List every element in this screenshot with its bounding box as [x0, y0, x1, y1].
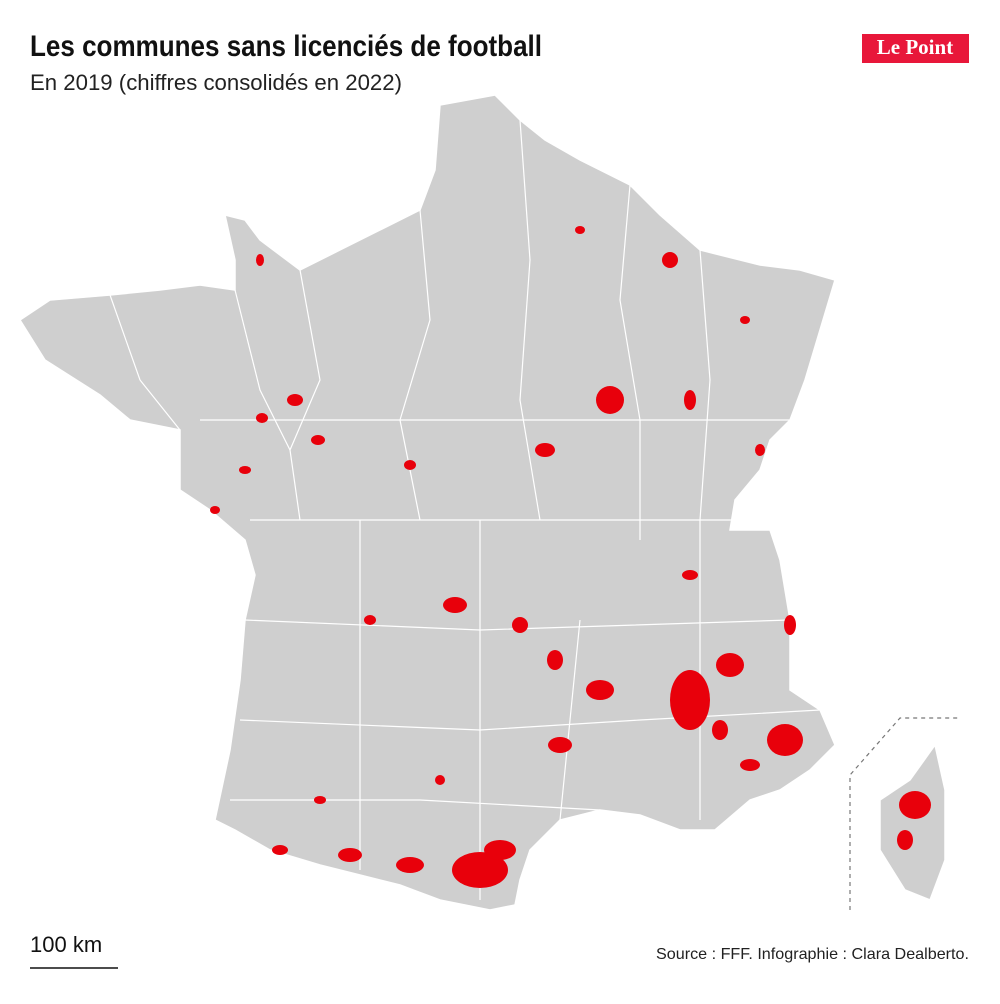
commune-cluster: [452, 852, 508, 888]
corsica: [879, 743, 946, 901]
commune-cluster: [682, 570, 698, 580]
commune-cluster: [256, 413, 268, 423]
commune-cluster: [670, 670, 710, 730]
title: Les communes sans licenciés de football: [30, 30, 542, 63]
commune-cluster: [443, 597, 467, 613]
commune-cluster: [547, 650, 563, 670]
commune-cluster: [784, 615, 796, 635]
commune-cluster: [548, 737, 572, 753]
commune-cluster: [712, 720, 728, 740]
commune-cluster: [210, 506, 220, 514]
commune-cluster: [899, 791, 931, 819]
commune-cluster: [596, 386, 624, 414]
commune-cluster: [239, 466, 251, 474]
commune-cluster: [740, 316, 750, 324]
logo: Le Point: [862, 34, 969, 63]
commune-cluster: [272, 845, 288, 855]
commune-cluster: [311, 435, 325, 445]
commune-cluster: [404, 460, 416, 470]
commune-cluster: [435, 775, 445, 785]
commune-cluster: [314, 796, 326, 804]
commune-cluster: [755, 444, 765, 456]
source: Source : FFF. Infographie : Clara Dealbe…: [656, 946, 969, 963]
commune-cluster: [662, 252, 678, 268]
commune-cluster: [396, 857, 424, 873]
commune-cluster: [287, 394, 303, 406]
commune-cluster: [364, 615, 376, 625]
logo-text: Le Point: [877, 35, 953, 59]
department-borders: [109, 119, 821, 900]
commune-cluster: [684, 390, 696, 410]
subtitle: En 2019 (chiffres consolidés en 2022): [30, 70, 402, 95]
commune-cluster: [535, 443, 555, 457]
scale-label: 100 km: [30, 932, 102, 957]
france-mainland: [18, 94, 836, 911]
communes: [210, 226, 931, 888]
inset-frame: [849, 717, 960, 910]
commune-cluster: [767, 724, 803, 756]
logo-background: [862, 34, 969, 63]
commune-cluster: [897, 830, 913, 850]
commune-cluster: [512, 617, 528, 633]
commune-cluster: [740, 759, 760, 771]
commune-cluster: [338, 848, 362, 862]
map: [18, 94, 960, 911]
commune-cluster: [575, 226, 585, 234]
commune-cluster: [484, 840, 516, 860]
commune-cluster: [716, 653, 744, 677]
commune-cluster: [256, 254, 264, 266]
commune-cluster: [586, 680, 614, 700]
